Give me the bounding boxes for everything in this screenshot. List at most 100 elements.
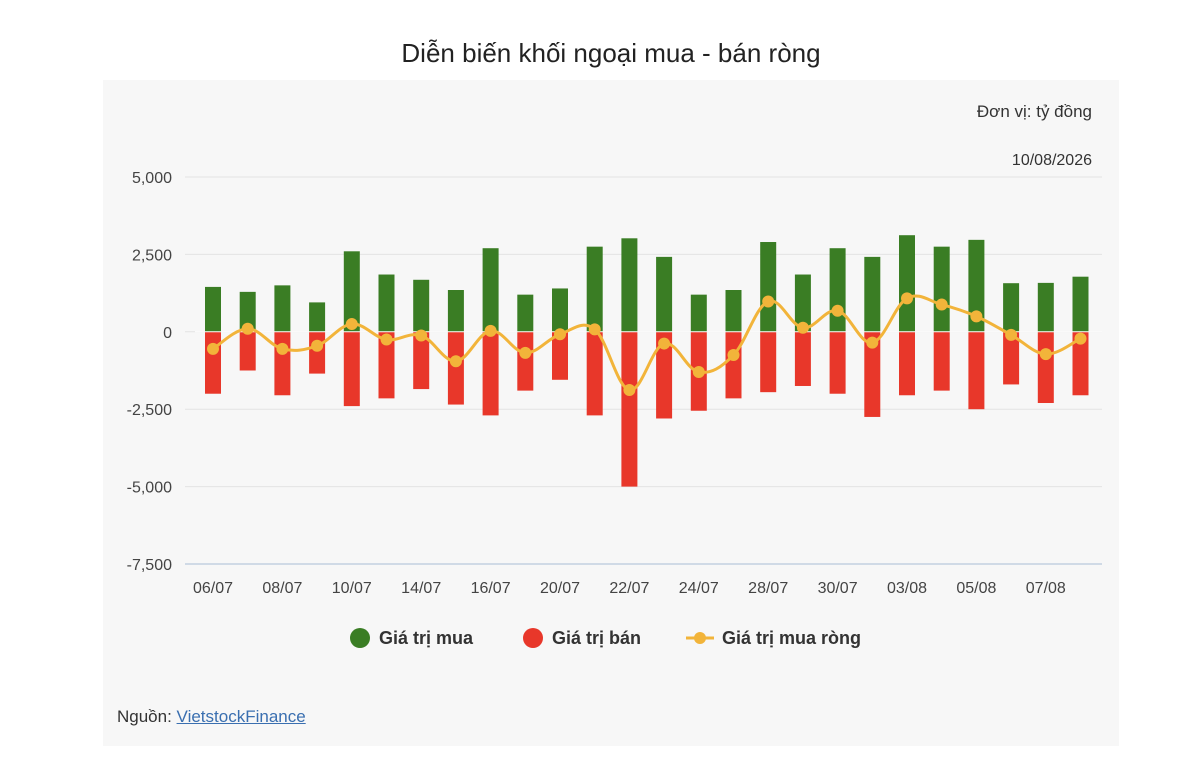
net-point <box>901 292 913 305</box>
buy-bar <box>413 279 430 332</box>
net-point <box>1039 348 1052 361</box>
buy-bar <box>1072 276 1089 332</box>
net-line <box>212 294 1082 392</box>
buy-bar <box>447 290 464 332</box>
sell-bar <box>864 331 881 417</box>
buy-bar <box>725 290 742 332</box>
net-point <box>831 304 844 317</box>
buy-bar <box>794 274 811 332</box>
net-point <box>519 346 532 359</box>
source-note: Nguồn: VietstockFinance <box>117 707 306 727</box>
buy-bar <box>968 239 985 332</box>
net-point <box>658 337 671 350</box>
sell-bar <box>413 331 430 390</box>
sell-bar <box>829 331 846 394</box>
buy-bar <box>205 286 221 332</box>
legend-marker <box>523 628 543 648</box>
x-tick-label: 14/07 <box>401 580 441 597</box>
sell-bar <box>586 331 603 416</box>
sell-bar <box>205 331 221 394</box>
net-point <box>970 310 983 323</box>
net-point <box>207 342 219 355</box>
buy-bar <box>239 291 256 332</box>
sell-bar <box>309 331 326 374</box>
net-point <box>484 324 497 337</box>
buy-bar <box>864 256 881 332</box>
x-tick-label: 06/07 <box>193 580 233 597</box>
net-point <box>276 342 289 355</box>
legend-marker <box>694 632 706 644</box>
buy-bar <box>552 288 568 332</box>
net-point <box>796 321 809 334</box>
buy-bar <box>274 285 291 332</box>
buy-bar <box>517 294 534 332</box>
net-point <box>380 333 393 346</box>
date-label: 10/08/2026 <box>1011 152 1092 169</box>
buy-bar <box>656 256 673 332</box>
sell-bar <box>656 331 673 419</box>
sell-bar <box>378 331 395 399</box>
sell-bar <box>968 331 985 410</box>
buy-bar <box>309 302 326 332</box>
net-point <box>1005 328 1018 341</box>
x-tick-label: 08/07 <box>262 580 302 597</box>
buy-bar <box>343 251 360 332</box>
source-link[interactable]: VietstockFinance <box>176 707 306 726</box>
x-tick-label: 30/07 <box>818 580 858 597</box>
net-point <box>866 336 879 349</box>
net-point <box>935 298 948 311</box>
y-tick-label: 2,500 <box>132 247 172 264</box>
sell-bar <box>760 331 777 393</box>
y-tick-label: 0 <box>163 325 172 342</box>
buy-bar <box>586 246 603 332</box>
net-point <box>588 323 601 336</box>
x-tick-label: 03/08 <box>887 580 927 597</box>
sell-bar <box>517 331 534 391</box>
sell-bar <box>239 331 256 371</box>
sell-bar <box>1037 331 1054 404</box>
y-tick-label: -5,000 <box>127 480 172 497</box>
net-point <box>692 366 705 379</box>
y-tick-label: -7,500 <box>127 557 172 574</box>
sell-bar <box>725 331 742 399</box>
sell-bar <box>1003 331 1020 385</box>
sell-bar <box>1072 331 1089 396</box>
net-point <box>554 328 566 341</box>
sell-bar <box>447 331 464 405</box>
x-tick-label: 20/07 <box>540 580 580 597</box>
buy-bar <box>933 246 950 332</box>
x-tick-label: 16/07 <box>471 580 511 597</box>
net-point <box>241 322 254 335</box>
legend-label: Giá trị mua <box>379 628 474 648</box>
sell-bar <box>794 331 811 386</box>
x-tick-label: 10/07 <box>332 580 372 597</box>
y-tick-label: -2,500 <box>127 402 172 419</box>
buy-bar <box>690 294 707 332</box>
sell-bar <box>899 331 915 396</box>
x-tick-label: 24/07 <box>679 580 719 597</box>
source-prefix: Nguồn: <box>117 707 177 726</box>
legend-label: Giá trị mua ròng <box>722 628 861 648</box>
buy-bar <box>899 235 915 332</box>
x-tick-label: 05/08 <box>956 580 996 597</box>
net-point <box>311 339 324 352</box>
unit-label: Đơn vị: tỷ đồng <box>976 102 1092 121</box>
sell-bar <box>933 331 950 391</box>
net-point <box>727 349 740 362</box>
x-tick-label: 22/07 <box>609 580 649 597</box>
net-point <box>415 329 428 342</box>
sell-bar <box>552 331 568 380</box>
x-tick-label: 07/08 <box>1026 580 1066 597</box>
sell-bar <box>482 331 499 416</box>
net-point <box>762 295 775 308</box>
sell-bar <box>621 331 638 487</box>
buy-bar <box>829 248 846 332</box>
y-tick-label: 5,000 <box>132 170 172 187</box>
net-point <box>1074 332 1087 345</box>
net-point <box>345 318 358 331</box>
buy-bar <box>760 242 777 332</box>
net-point <box>449 355 462 368</box>
legend-label: Giá trị bán <box>552 628 641 648</box>
buy-bar <box>1037 282 1054 332</box>
